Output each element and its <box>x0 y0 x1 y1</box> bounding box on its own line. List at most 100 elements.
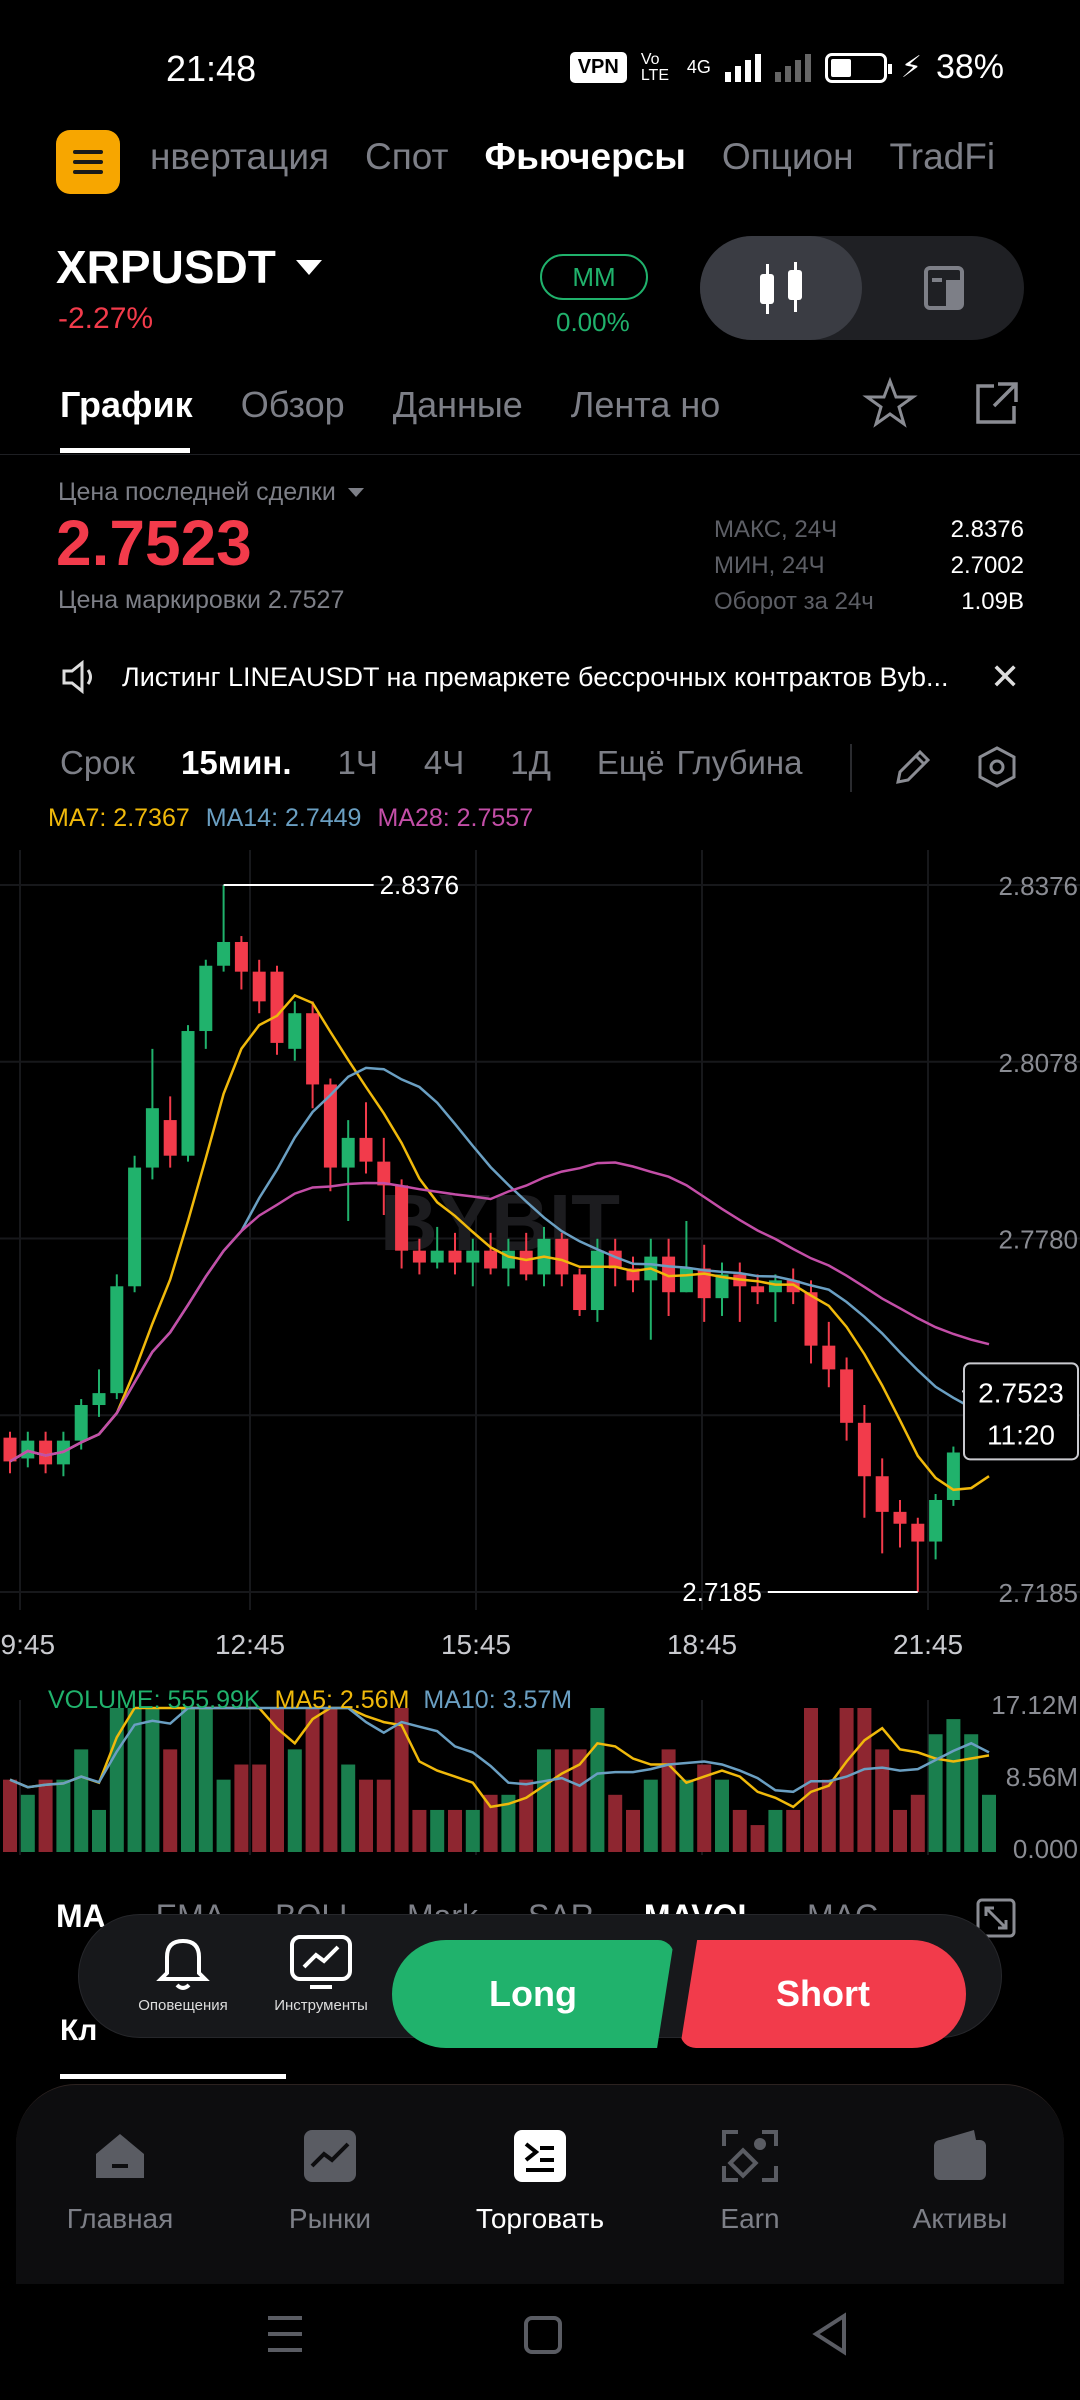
candle <box>217 885 231 972</box>
time-tick: 15:45 <box>441 1629 511 1660</box>
interval-1d[interactable]: 1Д <box>510 744 551 781</box>
stats-24h: МАКС, 24Ч 2.8376 МИН, 24Ч 2.7002 Оборот за… <box>714 512 1024 620</box>
volume-bar <box>92 1809 106 1852</box>
announcement-bar[interactable]: Листинг LINEAUSDT на премаркете бессрочн… <box>60 656 1020 698</box>
candle <box>341 1120 355 1221</box>
tab-data[interactable]: Данные <box>392 384 523 425</box>
network-label: 4G <box>686 57 711 77</box>
candle-body <box>252 971 266 1002</box>
price-tick: 2.8376 <box>998 871 1078 901</box>
nav-home[interactable]: Главная <box>20 2126 220 2235</box>
volume-bar <box>946 1719 961 1852</box>
current-price-box <box>963 1362 1079 1461</box>
candle <box>377 1137 391 1216</box>
trade-icon <box>514 2130 566 2182</box>
interval-4h[interactable]: 4Ч <box>423 744 465 781</box>
recent-apps-icon[interactable] <box>268 2316 302 2352</box>
long-button[interactable]: Long <box>392 1940 674 2048</box>
volume-bar <box>839 1708 854 1852</box>
ma14-value: MA14: 2.7449 <box>205 804 362 832</box>
back-icon[interactable] <box>812 2312 846 2356</box>
vol-ma5-line <box>9 1706 990 1809</box>
volume-bar <box>56 1779 71 1852</box>
tools-chart-icon <box>290 1935 352 1989</box>
candle-body <box>875 1476 889 1512</box>
volume-tick: 0.000 <box>1013 1834 1078 1864</box>
candle <box>911 1517 925 1592</box>
chart-view-button[interactable] <box>700 236 862 340</box>
volume-bar <box>430 1809 445 1852</box>
interval-1h[interactable]: 1Ч <box>337 744 378 781</box>
pencil-icon[interactable] <box>890 744 936 790</box>
volume-bar <box>145 1708 160 1852</box>
tab-tradfi[interactable]: TradFi <box>889 136 996 177</box>
interval-15m[interactable]: 15мин. <box>180 744 292 781</box>
interval-term[interactable]: Срок <box>60 744 135 781</box>
price-tick: 2.8078 <box>998 1048 1078 1078</box>
price-change: -2.27% <box>58 302 154 335</box>
nav-trade-label: Торговать <box>475 2203 605 2234</box>
close-icon[interactable]: ✕ <box>990 656 1021 697</box>
volume-tick: 17.12M <box>991 1690 1078 1720</box>
candle <box>822 1321 836 1388</box>
candle <box>306 1001 320 1109</box>
expand-icon[interactable] <box>974 1896 1018 1940</box>
time-tick: 12:45 <box>215 1629 285 1660</box>
high-value: 2.8376 <box>950 516 1024 543</box>
nav-markets[interactable]: Рынки <box>230 2126 430 2235</box>
price-tick: 2.7780 <box>998 1225 1078 1255</box>
volume-bar <box>857 1708 872 1852</box>
vol-ma10-line <box>9 1706 990 1794</box>
alerts-button[interactable]: Оповещения <box>123 1929 243 2014</box>
kline-tab-indicator <box>60 2074 286 2079</box>
mm-badge[interactable]: MM <box>540 254 648 300</box>
caret-down-icon <box>347 488 364 497</box>
volume-bar <box>875 1749 890 1852</box>
nav-assets[interactable]: Активы <box>860 2126 1060 2235</box>
tab-convert[interactable]: нвертация <box>150 136 330 177</box>
nav-earn[interactable]: Earn <box>650 2126 850 2235</box>
volume-value: VOLUME: 555.99K <box>48 1686 261 1714</box>
candle-body <box>395 1185 409 1251</box>
star-icon[interactable] <box>862 376 918 432</box>
candle-body <box>145 1108 159 1168</box>
candle <box>590 1238 604 1322</box>
indicator-ma[interactable]: MA <box>56 1898 106 1934</box>
high-label: МАКС, 24Ч <box>714 516 838 543</box>
countdown-label: 11:20 <box>987 1419 1055 1450</box>
ma7-value: MA7: 2.7367 <box>48 804 190 832</box>
volume-bar <box>394 1708 409 1852</box>
view-toggle[interactable] <box>700 236 1024 340</box>
home-system-icon[interactable] <box>524 2316 562 2354</box>
tab-spot[interactable]: Спот <box>365 136 449 177</box>
time-tick: 09:45 <box>0 1629 55 1660</box>
candle <box>946 1446 960 1506</box>
candle-body <box>288 1013 302 1049</box>
tab-chart[interactable]: График <box>60 384 193 425</box>
tab-news-feed[interactable]: Лента но <box>570 384 721 425</box>
orderbook-view-icon[interactable] <box>862 236 1024 340</box>
charging-icon: ⚡ <box>900 51 922 84</box>
tab-futures[interactable]: Фьючерсы <box>484 136 686 177</box>
tab-overview[interactable]: Обзор <box>240 384 345 425</box>
candle-body <box>946 1452 960 1500</box>
volume-bar <box>359 1779 373 1852</box>
short-button[interactable]: Short <box>680 1940 966 2048</box>
speaker-icon <box>62 660 92 694</box>
candle <box>288 1001 302 1061</box>
symbol-selector[interactable]: XRPUSDT <box>56 240 322 294</box>
price-chart[interactable]: BYBIT 2.83762.80782.77802.74822.718509:4… <box>0 830 1080 1880</box>
nav-trade[interactable]: Торговать <box>440 2126 640 2235</box>
interval-more[interactable]: Ещё <box>596 744 665 781</box>
settings-icon[interactable] <box>974 744 1020 790</box>
volume-bar <box>412 1809 427 1852</box>
volume-bar <box>572 1749 587 1852</box>
tab-options[interactable]: Опцион <box>721 136 854 177</box>
menu-icon[interactable] <box>56 130 120 194</box>
last-price-selector[interactable]: Цена последней сделки <box>58 478 364 507</box>
candle-body <box>893 1511 907 1524</box>
tools-button[interactable]: Инструменты <box>261 1929 381 2014</box>
depth-tab[interactable]: Глубина <box>676 744 803 781</box>
kline-tab[interactable]: Кл <box>60 2014 98 2047</box>
share-icon[interactable] <box>968 376 1024 432</box>
